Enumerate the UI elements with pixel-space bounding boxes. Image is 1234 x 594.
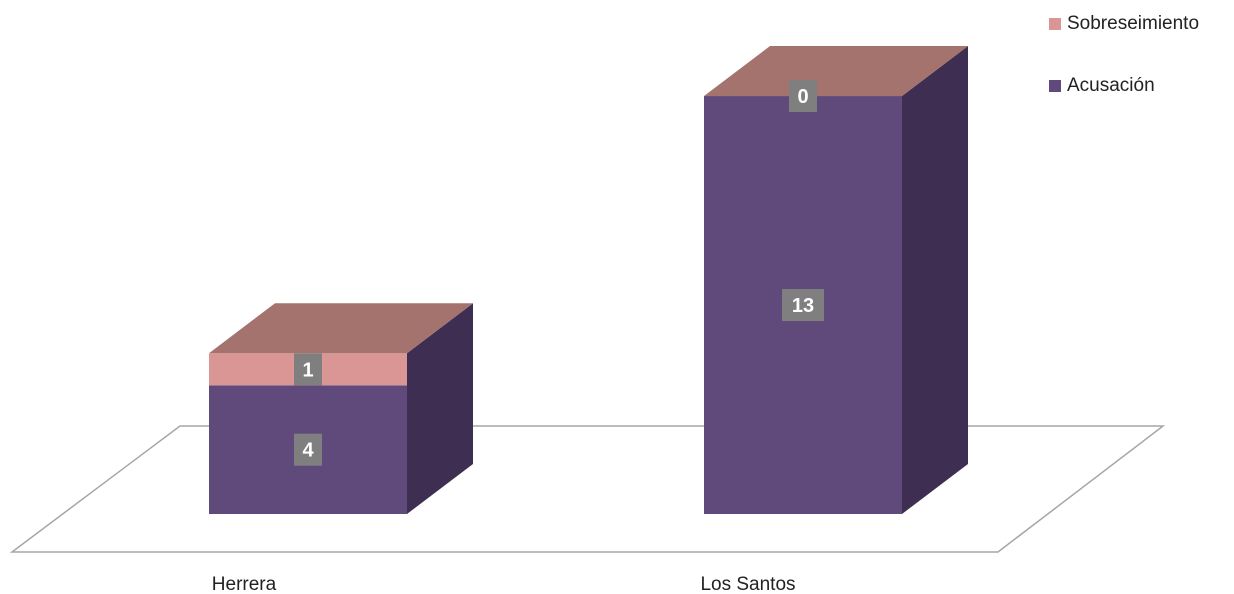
legend-label-sobreseimiento: Sobreseimiento — [1067, 13, 1200, 34]
bar-side-0 — [407, 303, 473, 514]
legend-item-sobreseimiento: Sobreseimiento — [1049, 13, 1200, 34]
legend-swatch-acusacion — [1049, 80, 1061, 92]
legend-swatch-sobreseimiento — [1049, 18, 1061, 30]
category-label-1: Los Santos — [700, 574, 795, 594]
bar-top-0 — [209, 303, 473, 354]
chart-floor — [9, 425, 1166, 553]
bars-group: 4 1 13 0 — [209, 46, 968, 515]
data-label-0-series-0: 4 — [302, 440, 314, 462]
bar-top-1 — [704, 46, 968, 97]
data-label-1-series-1: 0 — [797, 86, 808, 108]
category-labels: Herrera Los Santos — [212, 574, 796, 594]
data-label-1-series-0: 13 — [792, 295, 814, 317]
data-label-0-series-1: 1 — [302, 359, 313, 381]
data-label-0-series-0-box — [294, 433, 322, 466]
category-label-0: Herrera — [212, 574, 277, 594]
data-label-0-series-1-box — [294, 353, 322, 386]
data-label-1-series-1-box — [789, 80, 817, 113]
legend: Sobreseimiento Acusación — [1049, 13, 1200, 138]
legend-item-acusacion: Acusación — [1049, 75, 1199, 96]
data-label-1-series-0-box — [782, 289, 824, 322]
legend-label-acusacion: Acusación — [1067, 75, 1155, 96]
bar-side-1 — [902, 46, 968, 515]
